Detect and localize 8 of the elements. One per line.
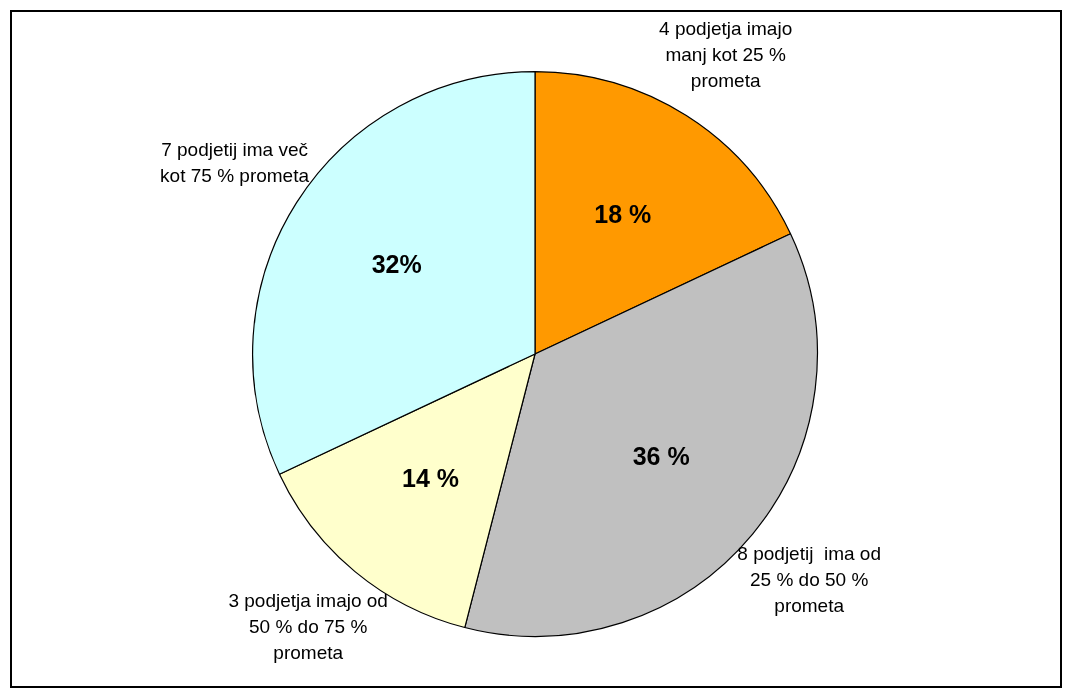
data-label: 18 % <box>594 199 652 228</box>
data-label: 32% <box>371 250 422 279</box>
slice-label: 4 podjetja imajo manj kot 25 % prometa <box>659 18 793 92</box>
slice-label: 7 podjetij ima več kot 75 % prometa <box>160 138 310 186</box>
data-label: 36 % <box>632 442 690 471</box>
slice-label: 3 podjetja imajo od 50 % do 75 % prometa <box>228 590 388 664</box>
data-label: 14 % <box>402 464 460 493</box>
slice-label: 8 podjetij ima od 25 % do 50 % prometa <box>737 543 881 617</box>
